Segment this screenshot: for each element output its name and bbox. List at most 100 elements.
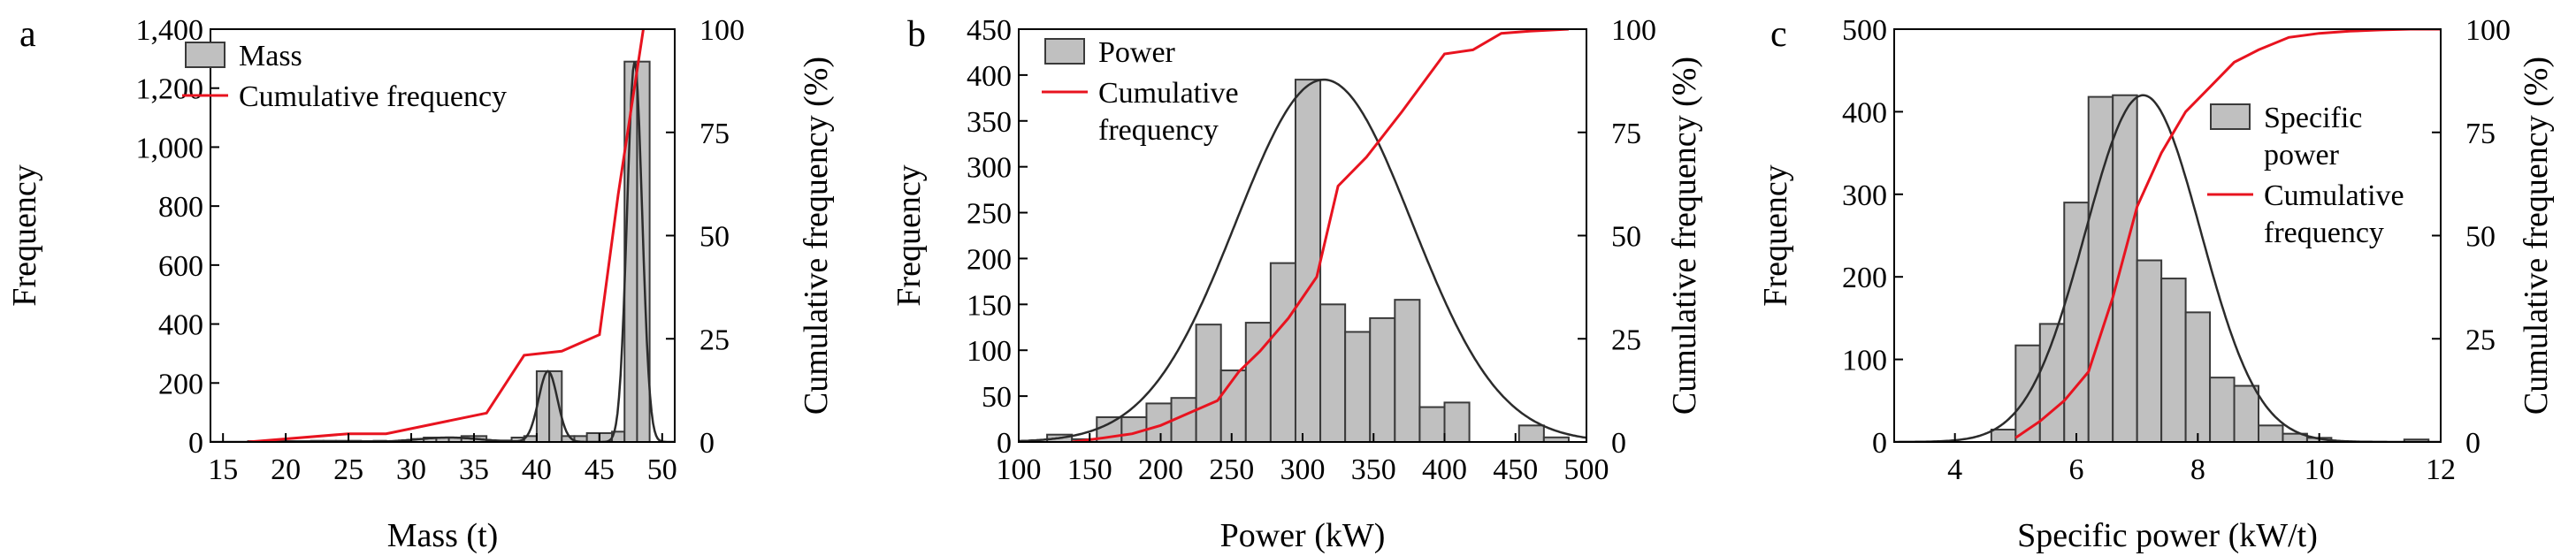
histogram-bar	[1394, 299, 1421, 442]
x-tick-label: 30	[396, 453, 426, 486]
y2-tick-label: 75	[699, 118, 730, 150]
y2-tick-label: 0	[699, 427, 715, 460]
y2-tick-label: 0	[2465, 427, 2480, 460]
y-tick-label: 1,200	[136, 73, 204, 106]
legend-line-label: Cumulative	[2264, 179, 2404, 212]
y-tick-label: 500	[1842, 14, 1887, 47]
legend-bar-swatch	[185, 42, 225, 68]
y2-tick-label: 25	[699, 324, 730, 356]
legend-bar-label: Specific	[2264, 102, 2362, 134]
histogram-bar	[1344, 331, 1372, 442]
legend-bar-swatch	[1044, 38, 1085, 65]
plot-area	[1894, 29, 2441, 442]
histogram-bar	[1269, 262, 1296, 442]
x-tick-label: 150	[1067, 453, 1112, 486]
y-tick-label: 350	[967, 106, 1012, 139]
x-axis-title: Power (kW)	[1220, 517, 1386, 554]
legend-line-label: Cumulative	[1098, 77, 1239, 110]
histogram-bar	[1418, 406, 1446, 442]
fit-curve	[210, 61, 675, 442]
y2-tick-label: 25	[2465, 324, 2496, 356]
x-tick-label: 8	[2190, 453, 2205, 486]
y-tick-label: 150	[967, 289, 1012, 322]
x-tick-label: 6	[2069, 453, 2084, 486]
histogram-bar	[1195, 324, 1222, 442]
histogram-bar	[1990, 428, 2017, 442]
histogram-bar	[548, 369, 563, 442]
y-tick-label: 200	[967, 243, 1012, 276]
y-axis-title: Frequency	[891, 164, 928, 306]
histogram-bar	[1443, 401, 1471, 442]
x-tick-label: 50	[647, 453, 677, 486]
x-tick-label: 15	[208, 453, 238, 486]
x-tick-label: 250	[1209, 453, 1254, 486]
histogram-bar	[2258, 424, 2284, 442]
y-tick-label: 600	[158, 250, 203, 283]
y-tick-label: 1,000	[136, 132, 204, 164]
y-tick-label: 0	[997, 427, 1012, 460]
histogram-bar	[1319, 303, 1347, 442]
y-tick-label: 300	[967, 152, 1012, 185]
y2-tick-label: 50	[1611, 221, 1641, 254]
x-tick-label: 100	[997, 453, 1042, 486]
y-tick-label: 250	[967, 198, 1012, 231]
y2-tick-label: 75	[2465, 118, 2496, 150]
y2-tick-label: 100	[699, 14, 745, 47]
plot-area	[210, 29, 675, 442]
histogram-bar	[2184, 311, 2212, 442]
legend-line-label: frequency	[1098, 114, 1219, 147]
cumulative-frequency-line	[2014, 29, 2441, 439]
x-tick-label: 500	[1564, 453, 1609, 486]
y-tick-label: 100	[1842, 345, 1887, 377]
x-tick-label: 400	[1422, 453, 1467, 486]
y-tick-label: 50	[982, 381, 1012, 414]
x-axis-title: Mass (t)	[387, 517, 499, 554]
x-tick-label: 20	[271, 453, 301, 486]
histogram-bar	[1294, 79, 1322, 442]
panel-letter: b	[907, 14, 926, 55]
y2-tick-label: 100	[2465, 14, 2511, 47]
cumulative-frequency-line	[248, 29, 645, 442]
x-tick-label: 35	[459, 453, 489, 486]
x-tick-label: 450	[1493, 453, 1538, 486]
y-tick-label: 400	[1842, 96, 1887, 129]
x-tick-label: 200	[1138, 453, 1183, 486]
x-tick-label: 25	[333, 453, 363, 486]
y-tick-label: 0	[188, 427, 203, 460]
y2-tick-label: 50	[699, 221, 730, 254]
y2-tick-label: 0	[1611, 427, 1626, 460]
histogram-bar	[2160, 278, 2187, 442]
x-tick-label: 12	[2426, 453, 2456, 486]
y-tick-label: 450	[967, 14, 1012, 47]
y2-tick-label: 25	[1611, 324, 1641, 356]
y2-axis-title: Cumulative frequency (%)	[1666, 57, 1703, 415]
y2-tick-label: 75	[1611, 118, 1641, 150]
legend-bar-label: Mass	[239, 40, 302, 72]
x-axis-title: Specific power (kW/t)	[2017, 517, 2318, 554]
y-tick-label: 800	[158, 191, 203, 224]
fit-curve	[1019, 78, 1586, 442]
histogram-bar	[2063, 202, 2090, 442]
legend-bar-label: Power	[1098, 36, 1176, 69]
panel-letter: c	[1770, 14, 1787, 55]
y2-axis-title: Cumulative frequency (%)	[2518, 57, 2555, 415]
y2-tick-label: 50	[2465, 221, 2496, 254]
plot-area	[1019, 29, 1586, 442]
panel-letter: a	[19, 14, 36, 55]
x-tick-label: 300	[1280, 453, 1326, 486]
panel-b: 100 150 200 250 300 350 400 450 5000501001502002…	[891, 14, 1703, 554]
y2-axis-title: Cumulative frequency (%)	[798, 57, 835, 415]
y-tick-label: 100	[967, 335, 1012, 368]
legend-bar-swatch	[2210, 103, 2251, 130]
histogram-bar	[585, 431, 600, 442]
y2-tick-label: 100	[1611, 14, 1656, 47]
panel-a: 15 20 25 30 35 40 45 50 0 200 400 600 800 1,000 1,200 1…	[6, 14, 835, 554]
histogram-bar	[2136, 259, 2163, 442]
y-tick-label: 200	[158, 368, 203, 400]
x-tick-label: 10	[2305, 453, 2335, 486]
cumulative-frequency-line	[1072, 29, 1569, 442]
x-tick-label: 350	[1351, 453, 1396, 486]
legend-line-label: frequency	[2264, 217, 2384, 249]
x-tick-label: 4	[1947, 453, 1962, 486]
